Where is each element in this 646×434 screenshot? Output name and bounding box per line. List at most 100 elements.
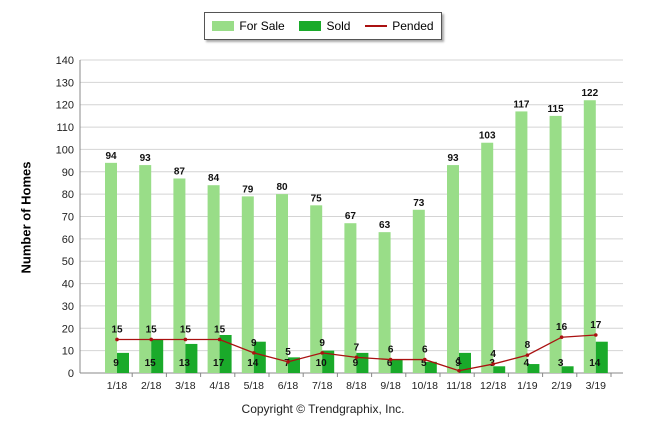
data-label-for-sale: 67 [345,211,357,222]
legend-label-sold: Sold [326,19,351,33]
bar-for-sale [310,205,323,373]
data-label-pended: 16 [556,322,568,333]
bar-sold [253,341,266,373]
legend-label-pended: Pended [392,19,434,33]
x-tick-label: 6/18 [278,380,299,392]
bar-sold [493,366,506,373]
y-axis-label: Number of Homes [18,161,34,274]
data-label-for-sale: 84 [208,173,220,184]
data-label-pended: 15 [146,324,158,335]
data-label-for-sale: 117 [513,99,530,110]
x-tick-label: 10/18 [412,380,438,392]
bar-sold [322,350,335,373]
data-label-pended: 6 [388,345,394,356]
bar-sold [527,364,540,373]
x-tick-label: 7/18 [312,380,333,392]
data-label-sold: 17 [213,358,225,369]
chart-legend: For Sale Sold Pended [204,12,442,40]
data-label-for-sale: 87 [174,166,186,177]
x-tick-label: 9/18 [380,380,401,392]
bar-sold [459,352,471,373]
bar-for-sale [105,162,117,373]
data-label-pended: 6 [422,345,428,356]
y-tick-label: 20 [62,323,74,335]
bar-sold [424,361,437,373]
data-label-pended: 15 [214,324,226,335]
bar-for-sale [344,223,357,373]
data-label-sold: 9 [113,358,119,369]
y-tick-label: 130 [56,77,74,89]
y-tick-label: 50 [62,256,74,268]
point-pended [594,333,598,337]
bar-sold [561,366,574,373]
legend-swatch-pended [365,25,388,27]
data-label-for-sale: 93 [140,153,152,164]
bar-for-sale [447,165,459,373]
bar-sold [356,352,369,373]
x-tick-label: 12/18 [480,380,506,392]
data-label-sold: 10 [316,358,328,369]
data-label-pended: 9 [319,338,325,349]
data-label-sold: 5 [421,358,427,369]
bar-sold [219,334,232,373]
point-pended [183,337,188,342]
x-tick-label: 2/18 [141,380,162,392]
bar-sold [595,341,608,373]
x-tick-label: 8/18 [346,380,367,392]
data-label-sold: 3 [558,358,564,369]
y-tick-label: 90 [62,167,74,179]
copyright-footer: Copyright © Trendgraphix, Inc. [241,402,405,416]
data-label-pended: 5 [285,347,291,358]
bar-sold [151,339,164,373]
y-tick-label: 10 [62,346,74,358]
data-label-for-sale: 63 [379,220,391,231]
data-label-sold: 14 [589,358,601,369]
point-pended [491,362,496,366]
bar-for-sale [173,178,186,373]
bar-sold [185,343,198,373]
data-label-sold: 15 [145,358,157,369]
data-label-pended: 4 [490,349,496,360]
bar-for-sale [276,194,288,373]
y-tick-label: 30 [62,301,74,313]
data-label-for-sale: 94 [105,151,117,162]
data-label-pended: 15 [180,324,192,335]
y-tick-label: 120 [56,100,74,112]
data-label-pended: 15 [111,324,123,335]
point-pended [252,351,256,355]
y-tick-label: 140 [56,55,74,67]
bar-for-sale [412,209,425,373]
data-label-pended: 7 [354,342,360,353]
bar-for-sale [207,185,220,373]
data-label-for-sale: 122 [581,88,598,99]
bar-for-sale [139,165,152,373]
y-tick-label: 100 [56,144,74,156]
legend-item-pended: Pended [365,19,434,33]
data-label-for-sale: 103 [479,131,496,142]
data-label-sold: 4 [524,358,530,369]
bar-sold [390,359,403,373]
point-pended [354,355,359,360]
legend-swatch-for-sale [212,21,235,31]
data-label-for-sale: 79 [242,184,254,195]
data-label-sold: 14 [247,358,259,369]
bar-for-sale [515,111,528,374]
x-tick-label: 3/19 [586,380,607,392]
bar-for-sale [583,100,596,373]
point-pended [286,360,290,364]
bar-sold [117,352,129,373]
bar-for-sale [481,142,494,373]
y-tick-label: 110 [56,122,74,134]
data-label-sold: 9 [455,358,461,369]
legend-item-sold: Sold [299,19,350,33]
legend-item-for-sale: For Sale [212,19,285,33]
legend-label-for-sale: For Sale [239,19,285,33]
data-label-pended: 17 [590,320,602,331]
bar-for-sale [241,196,254,373]
data-label-pended: 8 [525,340,531,351]
data-label-for-sale: 75 [311,193,323,204]
point-pended [149,337,153,342]
data-label-pended: 9 [251,338,257,349]
point-pended [559,335,564,340]
point-pended [115,337,119,342]
